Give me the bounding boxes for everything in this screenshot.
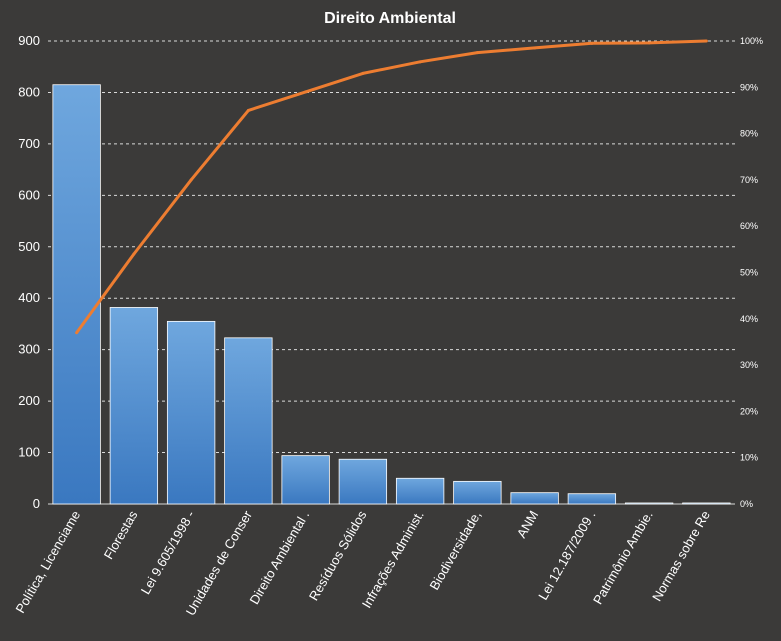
y-tick-label: 300: [18, 342, 40, 357]
bar: [682, 502, 731, 505]
y2-tick-label: 30%: [740, 360, 758, 370]
y2-tick-label: 60%: [740, 221, 758, 231]
cumulative-point: [361, 71, 365, 75]
bar: [567, 493, 617, 505]
category-label: Unidades de Conser: [183, 507, 256, 618]
bars: [52, 84, 731, 505]
y-tick-label: 600: [18, 187, 40, 202]
category-label: Lei 12.187/2009 .: [535, 508, 598, 603]
bar: [453, 480, 502, 505]
chart-title: Direito Ambiental: [324, 10, 456, 27]
category-label: Direito Ambiental .: [246, 508, 312, 607]
cumulative-line: [75, 39, 708, 335]
y2-tick-label: 20%: [740, 406, 758, 416]
category-label: Política, Licenciame: [12, 508, 83, 616]
category-label: Biodiversidade,: [427, 508, 484, 592]
cumulative-series-line: [75, 39, 707, 334]
cumulative-point: [246, 108, 250, 112]
y-tick-label: 900: [18, 33, 40, 48]
y-tick-label: 800: [18, 84, 40, 99]
cumulative-point: [75, 331, 79, 335]
bar: [510, 492, 559, 505]
y2-tick-label: 80%: [740, 129, 758, 139]
y-tick-label: 200: [18, 393, 40, 408]
category-label: ANM: [514, 508, 541, 541]
y2-tick-label: 0%: [740, 499, 753, 509]
bar: [52, 84, 101, 505]
category-label: Florestas: [101, 508, 141, 562]
y2-tick-label: 40%: [740, 314, 758, 324]
category-label: Infrações Administ.: [359, 508, 427, 611]
category-label: Patrimônio Ambie.: [590, 508, 656, 607]
bar: [281, 455, 330, 505]
y-tick-label: 700: [18, 136, 40, 151]
cumulative-point: [590, 41, 594, 45]
gridlines: [48, 40, 735, 505]
category-label: Resíduos Sólidos: [306, 508, 370, 604]
cumulative-point: [475, 51, 479, 55]
left-axis: 0 100 200 300 400 500 600 700 800 900: [18, 33, 40, 511]
category-label: Lei 9.605/1998 -: [138, 508, 198, 597]
y2-tick-label: 100%: [740, 36, 763, 46]
y2-tick-label: 70%: [740, 175, 758, 185]
cumulative-point: [132, 252, 136, 256]
y-tick-label: 400: [18, 290, 40, 305]
bar: [395, 477, 445, 505]
cumulative-point: [704, 39, 708, 43]
category-label: Normas sobre Re: [649, 508, 713, 604]
right-axis: 0% 10% 20% 30% 40% 50% 60% 70% 80% 90% 100%: [740, 36, 763, 509]
cumulative-point: [304, 90, 308, 94]
bar: [224, 337, 273, 505]
bar: [109, 307, 159, 505]
cumulative-point: [647, 41, 651, 45]
y2-tick-label: 10%: [740, 453, 758, 463]
y2-tick-label: 90%: [740, 82, 758, 92]
y-tick-label: 0: [33, 496, 40, 511]
cumulative-point: [189, 178, 193, 182]
cumulative-point: [533, 46, 537, 50]
bar: [624, 502, 674, 505]
bar: [166, 320, 216, 505]
y2-tick-label: 50%: [740, 268, 758, 278]
bar: [338, 458, 388, 505]
y-tick-label: 100: [18, 445, 40, 460]
y-tick-label: 500: [18, 239, 40, 254]
cumulative-point: [418, 60, 422, 64]
